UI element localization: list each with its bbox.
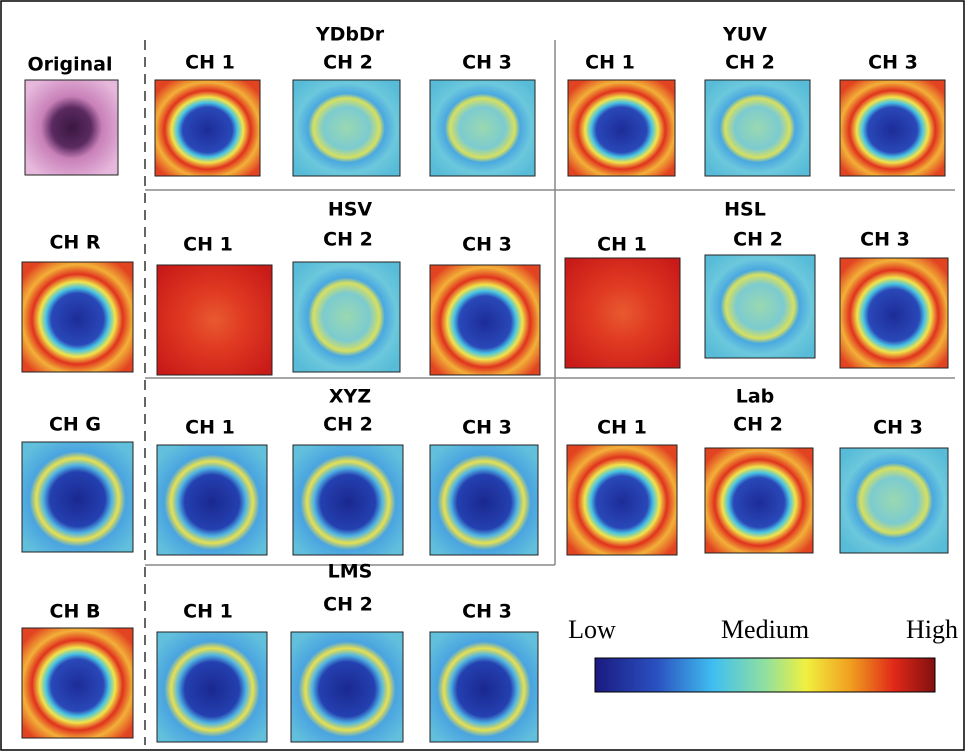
heatmap — [157, 632, 267, 742]
channel-label: CH 2 — [323, 52, 373, 74]
channel-label: CH 2 — [725, 52, 775, 74]
channel-label: CH 2 — [323, 594, 373, 616]
legend-high: High — [906, 615, 958, 644]
group-title: HSL — [724, 199, 766, 221]
channel-label: CH 3 — [462, 52, 512, 74]
heatmap — [293, 80, 400, 176]
row-label: CH B — [50, 601, 101, 623]
group-title: YUV — [722, 24, 767, 46]
heatmap — [155, 80, 260, 176]
channel-label: CH 3 — [860, 229, 910, 251]
row-label: CH G — [49, 414, 101, 436]
heatmap — [565, 258, 680, 368]
channel-label: CH 2 — [733, 229, 783, 251]
legend-low: Low — [568, 615, 616, 644]
heatmap — [157, 265, 272, 375]
group-title: YDbDr — [315, 24, 385, 46]
channel-label: CH 1 — [183, 601, 233, 623]
channel-label: CH 2 — [323, 229, 373, 251]
heatmap — [22, 262, 133, 372]
heatmap — [568, 80, 675, 176]
channel-label: CH 1 — [597, 234, 647, 256]
channel-label: CH 3 — [873, 417, 923, 439]
channel-label: CH 3 — [462, 601, 512, 623]
channel-label: CH 1 — [597, 417, 647, 439]
channel-label: CH 1 — [185, 52, 235, 74]
row-label: CH R — [49, 232, 100, 254]
channel-label: CH 3 — [868, 52, 918, 74]
group-title: HSV — [328, 199, 373, 221]
legend-medium: Medium — [721, 615, 809, 644]
channel-label: CH 1 — [585, 52, 635, 74]
group-title: Lab — [736, 386, 775, 408]
heatmap — [840, 258, 948, 368]
heatmap — [22, 442, 133, 552]
heatmap — [705, 255, 815, 358]
group-title: XYZ — [329, 386, 371, 408]
heatmap — [430, 445, 538, 555]
heatmap — [25, 80, 118, 175]
channel-label: CH 1 — [185, 417, 235, 439]
channel-label: CH 2 — [323, 414, 373, 436]
heatmap — [291, 632, 403, 742]
heatmap — [705, 80, 810, 176]
colorbar — [595, 658, 935, 692]
group-title: LMS — [328, 561, 373, 583]
channel-label: CH 1 — [183, 234, 233, 256]
channel-label: CH 3 — [462, 234, 512, 256]
heatmap — [293, 262, 400, 372]
heatmap — [22, 628, 133, 738]
heatmap — [430, 265, 540, 375]
heatmap — [705, 448, 813, 553]
channel-label: CH 3 — [462, 417, 512, 439]
heatmap — [293, 445, 403, 555]
row-label: Original — [27, 54, 112, 76]
heatmap — [840, 80, 945, 176]
heatmap — [430, 80, 535, 176]
channel-label: CH 2 — [733, 414, 783, 436]
heatmap — [157, 445, 267, 555]
heatmap — [840, 448, 948, 553]
heatmap — [567, 445, 677, 555]
figure: Low Medium High Original CH R CH G CH B YDbD… — [0, 0, 965, 751]
heatmap — [430, 632, 538, 742]
